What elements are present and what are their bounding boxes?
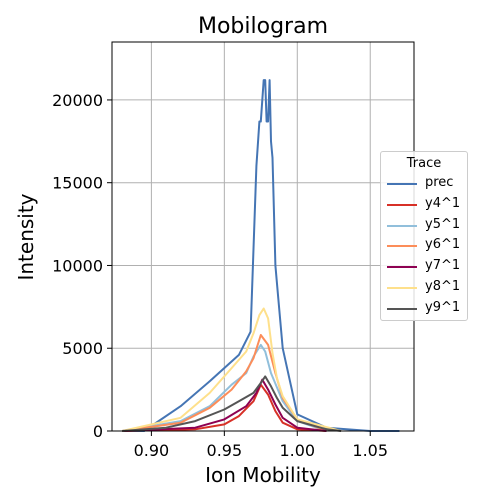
legend-item: y6^1 — [381, 235, 467, 256]
series-line-y91 — [122, 375, 342, 432]
legend: Trace prec y4^1 y5^1 y6^1 y7^1 y8^1 y9^1 — [380, 151, 468, 321]
y-tick-label: 10000 — [52, 256, 103, 275]
legend-swatch — [387, 183, 417, 185]
legend-label: y6^1 — [425, 237, 461, 253]
series-line-y51 — [122, 343, 327, 432]
legend-item: y5^1 — [381, 215, 467, 236]
x-tick-label: 1.05 — [352, 441, 388, 460]
y-tick-label: 0 — [93, 422, 103, 441]
y-tick-label: 20000 — [52, 91, 103, 110]
x-tick-label: 1.00 — [279, 441, 315, 460]
legend-item: prec — [381, 173, 467, 194]
axis-ticks: 0.90 0.95 1.00 1.05 0 5000 10000 15000 20000 — [52, 91, 388, 460]
series-lines — [121, 79, 400, 432]
legend-swatch — [387, 266, 417, 269]
y-tick-label: 15000 — [52, 174, 103, 193]
series-line-y81 — [121, 307, 342, 432]
legend-label: y9^1 — [425, 299, 461, 315]
legend-swatch — [387, 203, 417, 206]
chart-title: Mobilogram — [198, 14, 328, 39]
legend-label: y5^1 — [425, 216, 461, 232]
y-tick-label: 5000 — [62, 339, 103, 358]
legend-label: y7^1 — [425, 258, 461, 274]
legend-swatch — [387, 286, 417, 289]
legend-item: y8^1 — [381, 277, 467, 298]
legend-item: y9^1 — [381, 298, 467, 319]
legend-item: y4^1 — [381, 194, 467, 215]
legend-swatch — [387, 224, 417, 227]
x-tick-label: 0.95 — [207, 441, 243, 460]
legend-label: y8^1 — [425, 278, 461, 294]
legend-label: prec — [425, 175, 454, 190]
x-axis-label: Ion Mobility — [205, 463, 321, 487]
legend-label: y4^1 — [425, 195, 461, 211]
series-line-prec — [122, 79, 400, 432]
legend-item: y7^1 — [381, 256, 467, 277]
y-axis-label: Intensity — [14, 193, 38, 280]
x-tick-label: 0.90 — [134, 441, 170, 460]
legend-title: Trace — [406, 156, 442, 171]
legend-swatch — [387, 245, 417, 248]
legend-swatch — [387, 307, 417, 310]
